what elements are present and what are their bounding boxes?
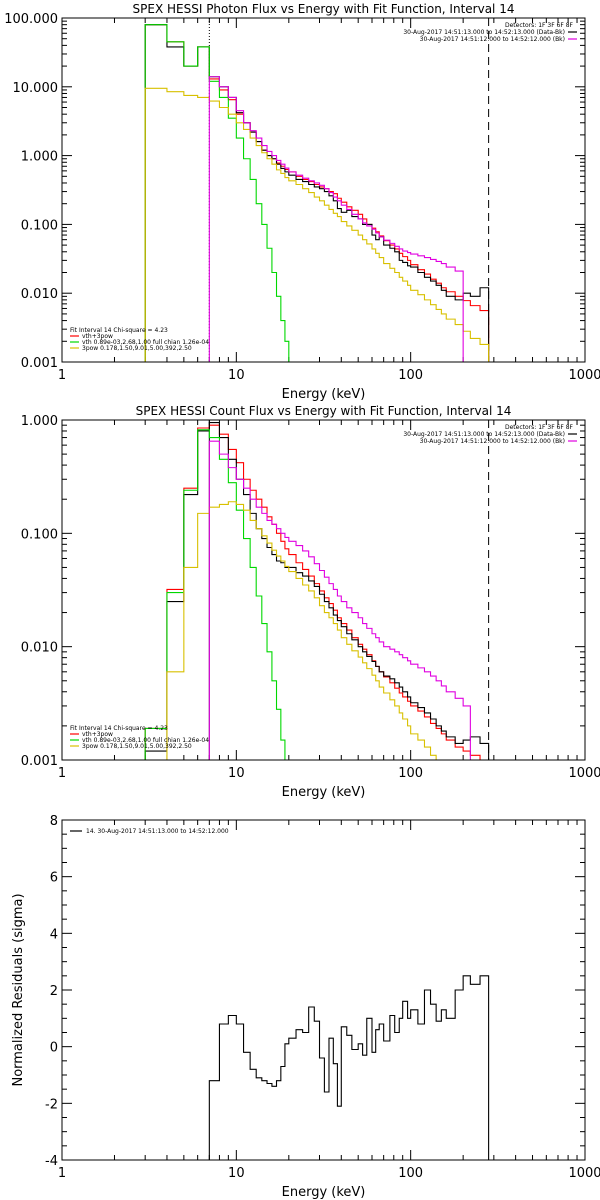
x-tick-label: 10 <box>228 1166 245 1181</box>
legend-entry: 3pow 0.178,1.50,9.01,5.00,392,2.50 <box>82 345 192 352</box>
x-axis-label: Energy (keV) <box>282 1185 366 1200</box>
legend-entry: 30-Aug-2017 14:51:13.000 to 14:52:13.000… <box>403 431 565 438</box>
y-tick-label: 10.000 <box>13 81 59 96</box>
legend-entry: 14. 30-Aug-2017 14:51:13.000 to 14:52:12… <box>86 828 229 835</box>
y-tick-label: 6 <box>50 871 58 886</box>
plot-frame <box>61 17 586 363</box>
legend-bottom-header: Fit Interval 14 Chi-square = 4.23 <box>70 327 168 334</box>
y-tick-label: 0.010 <box>21 287 58 302</box>
x-axis-label: Energy (keV) <box>282 387 366 402</box>
x-axis-label: Energy (keV) <box>282 785 366 800</box>
y-tick-label: 0 <box>50 1041 58 1056</box>
x-tick-label: 1000 <box>568 766 600 781</box>
y-tick-label: 0.010 <box>21 641 58 656</box>
photon-flux-panel: SPEX HESSI Photon Flux vs Energy with Fi… <box>4 2 600 402</box>
series-line-green <box>144 429 286 760</box>
x-tick-label: 1000 <box>568 368 600 383</box>
x-tick-label: 100 <box>398 368 423 383</box>
legend-entry: 3pow 0.178,1.50,9.01,5.00,392,2.50 <box>82 743 192 750</box>
series-line-magenta <box>208 76 464 362</box>
x-tick-label: 100 <box>398 766 423 781</box>
legend-entry: 30-Aug-2017 14:51:12.000 to 14:52:12.000… <box>420 438 565 445</box>
y-tick-label: -4 <box>45 1154 58 1169</box>
series-line-red <box>144 424 490 760</box>
y-tick-label: 1.000 <box>21 414 58 429</box>
legend-entry: vth+3pow <box>82 333 113 340</box>
y-tick-label: 0.001 <box>21 754 58 769</box>
x-tick-label: 1 <box>58 368 66 383</box>
series-line-red <box>144 24 490 362</box>
plot-frame <box>61 419 586 761</box>
series-line-yellow <box>166 501 442 760</box>
chart-title: SPEX HESSI Count Flux vs Energy with Fit… <box>136 404 512 418</box>
y-tick-label: -2 <box>45 1097 58 1112</box>
x-tick-label: 100 <box>398 1166 423 1181</box>
x-tick-label: 10 <box>228 766 245 781</box>
x-tick-label: 1 <box>58 1166 66 1181</box>
legend-entry: 30-Aug-2017 14:51:13.000 to 14:52:13.000… <box>403 29 565 36</box>
y-tick-label: 0.100 <box>21 218 58 233</box>
y-axis-label: Normalized Residuals (sigma) <box>11 893 26 1086</box>
residuals-panel: 1 10 100 1000 -4 -2 0 2 4 6 8 Energy (keV) Normalize… <box>11 814 600 1200</box>
y-tick-label: 4 <box>50 927 58 942</box>
count-flux-panel: SPEX HESSI Count Flux vs Energy with Fit… <box>21 404 600 800</box>
x-tick-label: 10 <box>228 368 245 383</box>
series-line-magenta <box>208 440 471 760</box>
y-ticks <box>62 20 585 363</box>
series-line-black <box>144 24 490 362</box>
series-group <box>144 421 490 760</box>
x-ticks <box>61 820 578 1160</box>
legend-bottom-header: Fit Interval 14 Chi-square = 4.23 <box>70 725 168 732</box>
plot-frame <box>61 819 586 1161</box>
y-tick-label: 100.000 <box>4 12 58 27</box>
series-line-yellow <box>144 87 490 362</box>
series-line-green <box>144 24 297 362</box>
legend-entry: 30-Aug-2017 14:51:12.000 to 14:52:12.000… <box>420 36 565 43</box>
series-line-black <box>208 975 490 1160</box>
y-tick-label: 2 <box>50 984 58 999</box>
legend-entry: vth 0.89e-03,2.68,1.00 full chian 1.26e-… <box>82 339 209 346</box>
x-tick-label: 1000 <box>568 1166 600 1181</box>
y-tick-label: 0.100 <box>21 527 58 542</box>
series-line-black <box>144 421 490 760</box>
series-group <box>144 24 490 362</box>
y-tick-label: 8 <box>50 814 58 829</box>
y-ticks <box>62 424 585 761</box>
y-ticks <box>62 819 585 1161</box>
legend-top-header: Detectors: 1F 3F 6F 8F <box>505 22 574 29</box>
x-ticks <box>61 18 578 362</box>
y-tick-label: 0.001 <box>21 356 58 371</box>
series-group <box>208 975 490 1160</box>
legend-entry: vth 0.89e-03,2.68,1.00 full chian 1.26e-… <box>82 737 209 744</box>
legend-top-header: Detectors: 1F 3F 6F 8F <box>505 424 574 431</box>
chart-title: SPEX HESSI Photon Flux vs Energy with Fi… <box>133 2 515 16</box>
y-tick-label: 1.000 <box>21 150 58 165</box>
legend-entry: vth+3pow <box>82 731 113 738</box>
x-tick-label: 1 <box>58 766 66 781</box>
